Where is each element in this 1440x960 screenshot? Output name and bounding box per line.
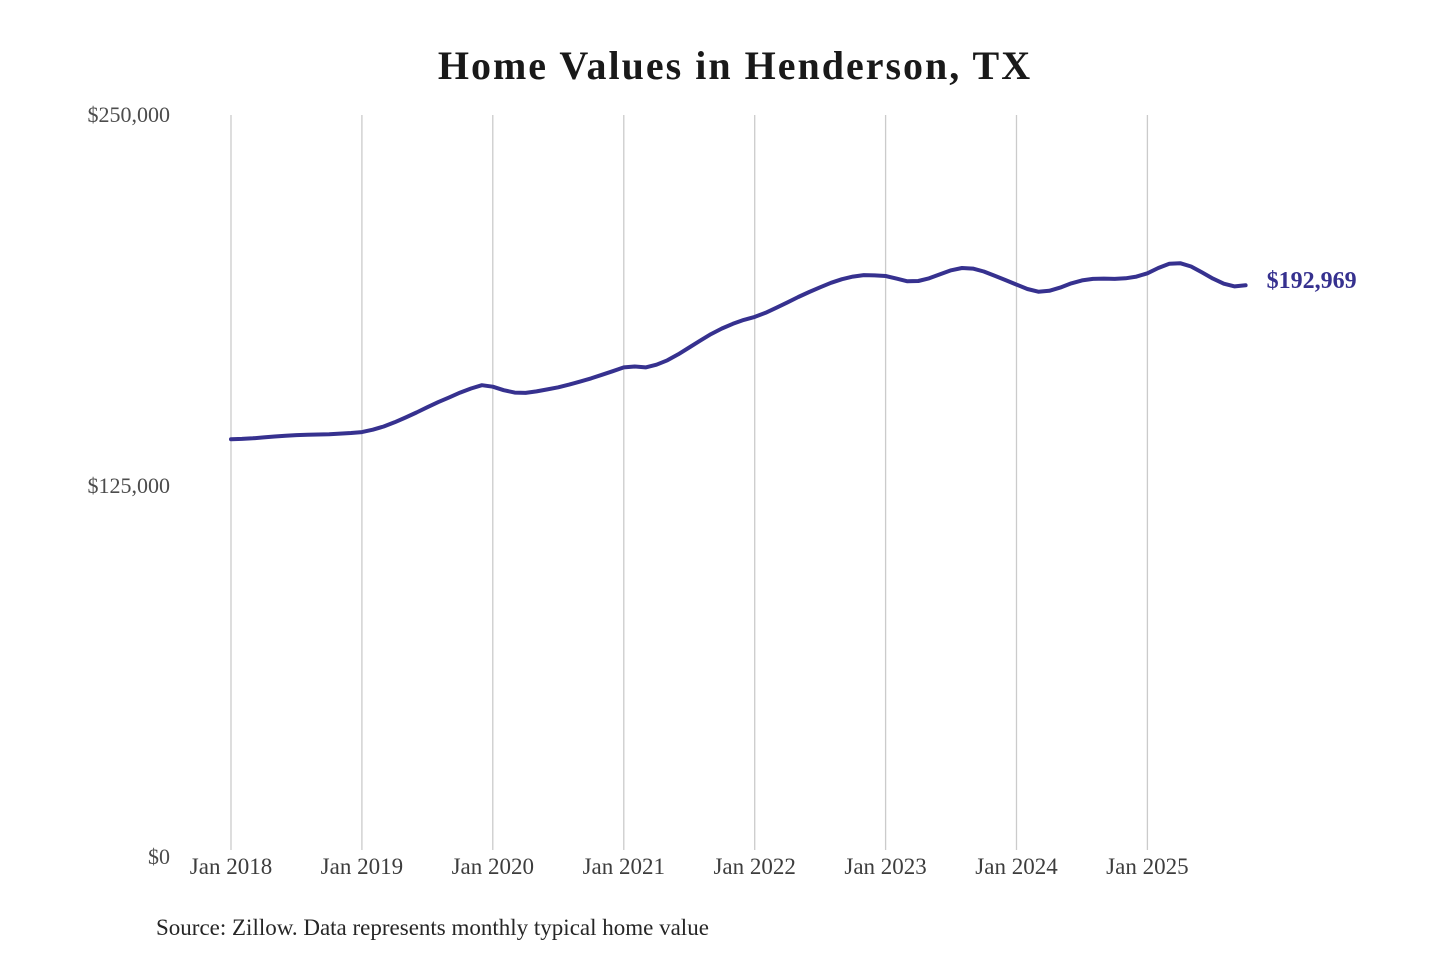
x-tick-label: Jan 2018 bbox=[189, 854, 273, 879]
x-tick-label: Jan 2021 bbox=[582, 854, 665, 879]
home-value-line bbox=[229, 261, 1248, 442]
chart-title: Home Values in Henderson, TX bbox=[437, 43, 1033, 88]
source-note: Source: Zillow. Data represents monthly … bbox=[156, 915, 709, 940]
x-tick-label: Jan 2023 bbox=[844, 854, 927, 879]
x-tick-label: Jan 2019 bbox=[320, 854, 404, 879]
x-tick-label: Jan 2024 bbox=[975, 854, 1058, 879]
y-tick-label: $0 bbox=[148, 844, 170, 869]
x-tick-label: Jan 2020 bbox=[451, 854, 534, 879]
latest-value-label: $192,969 bbox=[1266, 268, 1357, 295]
y-tick-label: $250,000 bbox=[87, 102, 171, 127]
y-tick-label: $125,000 bbox=[87, 473, 171, 498]
x-tick-label: Jan 2022 bbox=[713, 854, 796, 879]
x-tick-label: Jan 2025 bbox=[1106, 854, 1189, 879]
